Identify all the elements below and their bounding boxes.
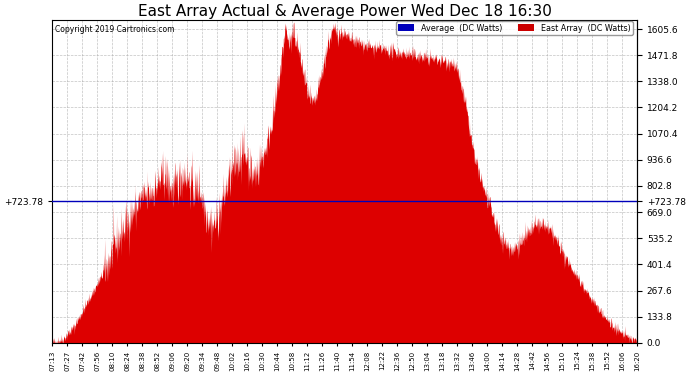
Title: East Array Actual & Average Power Wed Dec 18 16:30: East Array Actual & Average Power Wed De… [138, 4, 551, 19]
Legend: Average  (DC Watts), East Array  (DC Watts): Average (DC Watts), East Array (DC Watts… [396, 21, 633, 35]
Text: Copyright 2019 Cartronics.com: Copyright 2019 Cartronics.com [55, 25, 175, 34]
